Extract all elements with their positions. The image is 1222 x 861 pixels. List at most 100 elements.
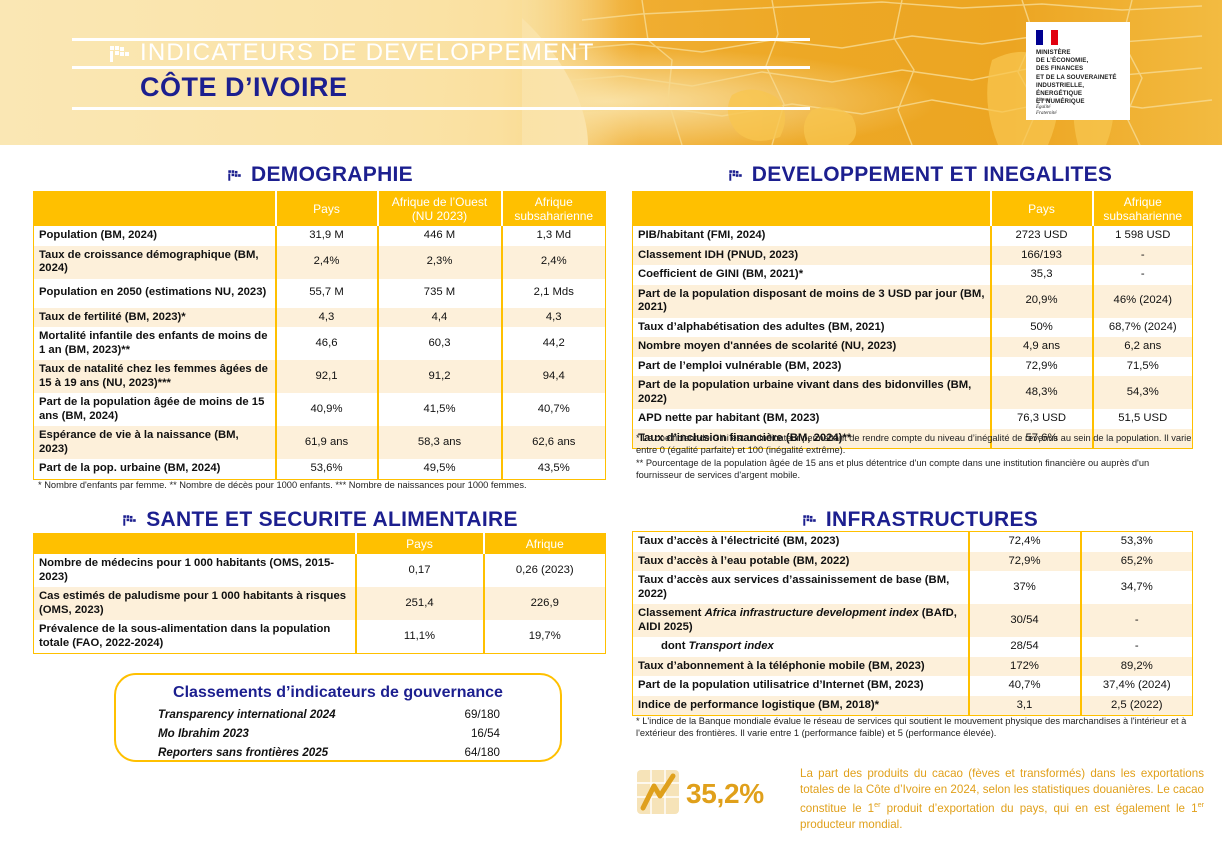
row-value-pays: 50% <box>989 317 1093 337</box>
table-infrastructures: Taux d’accès à l’électricité (BM, 2023) 7… <box>632 531 1193 716</box>
row-label: Cas estimés de paludisme pour 1 000 habi… <box>33 587 356 620</box>
pixel-flag-icon <box>122 510 139 534</box>
row-value-afrique: 89,2% <box>1079 656 1193 676</box>
row-label: Part de la pop. urbaine (BM, 2024) <box>33 459 276 479</box>
row-label: Nombre de médecins pour 1 000 habitants … <box>33 554 356 587</box>
row-value-ouest: 446 M <box>376 226 502 246</box>
row-label: Taux de natalité chez les femmes âgées d… <box>33 360 276 393</box>
table-row: Part de la population âgée de moins de 1… <box>33 393 606 426</box>
footnote-developpement: * Le coefficient de Gini est un indicate… <box>636 433 1192 480</box>
row-label: Classement Africa infrastructure develop… <box>632 604 969 637</box>
row-value-pays: 72,9% <box>967 551 1081 571</box>
row-label: Taux de fertilité (BM, 2023)* <box>33 307 276 327</box>
row-label: Part de la population disposant de moins… <box>632 284 991 318</box>
header-rule-mid <box>72 66 810 69</box>
row-value-subsah: 2,1 Mds <box>500 278 606 308</box>
row-label: Taux d’accès à l’électricité (BM, 2023) <box>632 531 969 552</box>
row-value-subsah: 1 598 USD <box>1091 226 1193 246</box>
table-row: APD nette par habitant (BM, 2023) 76,3 US… <box>632 409 1193 429</box>
highlight-text: La part des produits du cacao (fèves et … <box>800 767 1204 831</box>
governance-index-value: 64/180 <box>464 746 500 759</box>
row-value-ouest: 4,4 <box>376 307 502 327</box>
row-value-afrique: 226,9 <box>482 587 606 620</box>
table-row: Taux de natalité chez les femmes âgées d… <box>33 360 606 393</box>
governance-box: Classements d’indicateurs de gouvernance… <box>114 673 562 762</box>
pixel-flag-icon <box>227 165 244 189</box>
footnote-infrastructures: * L'indice de la Banque mondiale évalue … <box>636 716 1187 739</box>
row-value-afrique: 0,26 (2023) <box>482 554 606 587</box>
row-label: Prévalence de la sous-alimentation dans … <box>33 620 356 654</box>
row-value-afrique: 2,5 (2022) <box>1079 695 1193 716</box>
row-value-subsah: - <box>1091 245 1193 265</box>
row-value-pays: 28/54 <box>967 637 1081 657</box>
row-label: Nombre moyen d'années de scolarité (NU, … <box>632 337 991 357</box>
row-value-pays: 92,1 <box>274 360 378 393</box>
row-label: Taux d’accès à l’eau potable (BM, 2022) <box>632 551 969 571</box>
row-label: Taux d’inclusion financière (BM, 2024)** <box>632 428 991 449</box>
section-title-text: INFRASTRUCTURES <box>825 508 1039 531</box>
row-value-subsah: 94,4 <box>500 360 606 393</box>
table-row: Coefficient de GINI (BM, 2021)* 35,3- <box>632 265 1193 285</box>
col-head-pays: Pays <box>274 191 378 226</box>
row-label: Part de l’emploi vulnérable (BM, 2023) <box>632 356 991 376</box>
row-label: Classement IDH (PNUD, 2023) <box>632 245 991 265</box>
row-label: Part de la population âgée de moins de 1… <box>33 393 276 426</box>
pixel-flag-icon <box>802 510 819 534</box>
table-row: Espérance de vie à la naissance (BM, 202… <box>33 426 606 459</box>
col-head-subsaharienne: Afrique subsaharienne <box>1091 191 1193 226</box>
table-row: Part de l’emploi vulnérable (BM, 2023) 72… <box>632 356 1193 376</box>
row-value-afrique: 37,4% (2024) <box>1079 676 1193 696</box>
row-value-afrique: 19,7% <box>482 620 606 654</box>
table-demographie: Pays Afrique de l’Ouest (NU 2023) Afriqu… <box>33 191 606 480</box>
row-value-pays: 40,9% <box>274 393 378 426</box>
row-value-pays: 72,4% <box>967 531 1081 552</box>
row-value-subsah: - <box>1091 265 1193 285</box>
section-title-infrastructures: INFRASTRUCTURES <box>620 508 1220 534</box>
row-value-pays: 57,6% <box>989 428 1093 449</box>
row-label: Population (BM, 2024) <box>33 226 276 246</box>
row-value-ouest: 58,3 ans <box>376 426 502 459</box>
highlight-value: 35,2% <box>686 778 764 809</box>
table-row: Population en 2050 (estimations NU, 2023… <box>33 278 606 308</box>
row-value-pays: 166/193 <box>989 245 1093 265</box>
row-value-ouest: 41,5% <box>376 393 502 426</box>
row-value-pays: 53,6% <box>274 459 378 479</box>
table-row: Prévalence de la sous-alimentation dans … <box>33 620 606 654</box>
page-header: INDICATEURS DE DEVELOPPEMENT CÔTE D’IVOI… <box>0 0 1222 145</box>
table-row: Taux de croissance démographique (BM, 20… <box>33 245 606 279</box>
row-label: PIB/habitant (FMI, 2024) <box>632 226 991 246</box>
row-value-pays: 61,9 ans <box>274 426 378 459</box>
row-value-subsah: 68,7% (2024) <box>1091 317 1193 337</box>
row-value-pays: 55,7 M <box>274 278 378 308</box>
row-value-subsah: 62,6 ans <box>500 426 606 459</box>
row-label: APD nette par habitant (BM, 2023) <box>632 409 991 429</box>
table-row: Mortalité infantile des enfants de moins… <box>33 327 606 360</box>
row-value-pays: 20,9% <box>989 284 1093 318</box>
row-value-pays: 172% <box>967 656 1081 676</box>
header-kicker: INDICATEURS DE DEVELOPPEMENT <box>140 39 595 66</box>
row-value-subsah: 4,3 <box>500 307 606 327</box>
table-header-row: Pays Afrique subsaharienne <box>632 191 1193 226</box>
table-row: Part de la population utilisatrice d’Int… <box>632 676 1193 696</box>
row-value-pays: 46,6 <box>274 327 378 360</box>
row-value-pays: 40,7% <box>967 676 1081 696</box>
row-value-subsah: 2,4% <box>500 245 606 279</box>
row-value-pays: 72,9% <box>989 356 1093 376</box>
row-value-pays: 35,3 <box>989 265 1093 285</box>
row-value-subsah: 43,5% <box>500 459 606 479</box>
row-value-subsah: 51,5 USD <box>1091 409 1193 429</box>
table-header-row: Pays Afrique de l’Ouest (NU 2023) Afriqu… <box>33 191 606 226</box>
page-title: CÔTE D’IVOIRE <box>140 72 348 102</box>
row-value-pays: 2,4% <box>274 245 378 279</box>
row-value-pays: 11,1% <box>354 620 484 654</box>
table-row: Nombre moyen d'années de scolarité (NU, … <box>632 337 1193 357</box>
row-label: Espérance de vie à la naissance (BM, 202… <box>33 426 276 459</box>
row-value-ouest: 49,5% <box>376 459 502 479</box>
row-value-pays: 2723 USD <box>989 226 1093 246</box>
col-head-subsaharienne: Afrique subsaharienne <box>500 191 606 226</box>
table-row: Taux d’accès aux services d’assainisseme… <box>632 571 1193 604</box>
chart-up-icon <box>637 770 679 814</box>
table-row: Taux d’accès à l’électricité (BM, 2023) 7… <box>632 531 1193 552</box>
table-header-row: Pays Afrique <box>33 533 606 554</box>
header-rule-top <box>72 38 810 41</box>
